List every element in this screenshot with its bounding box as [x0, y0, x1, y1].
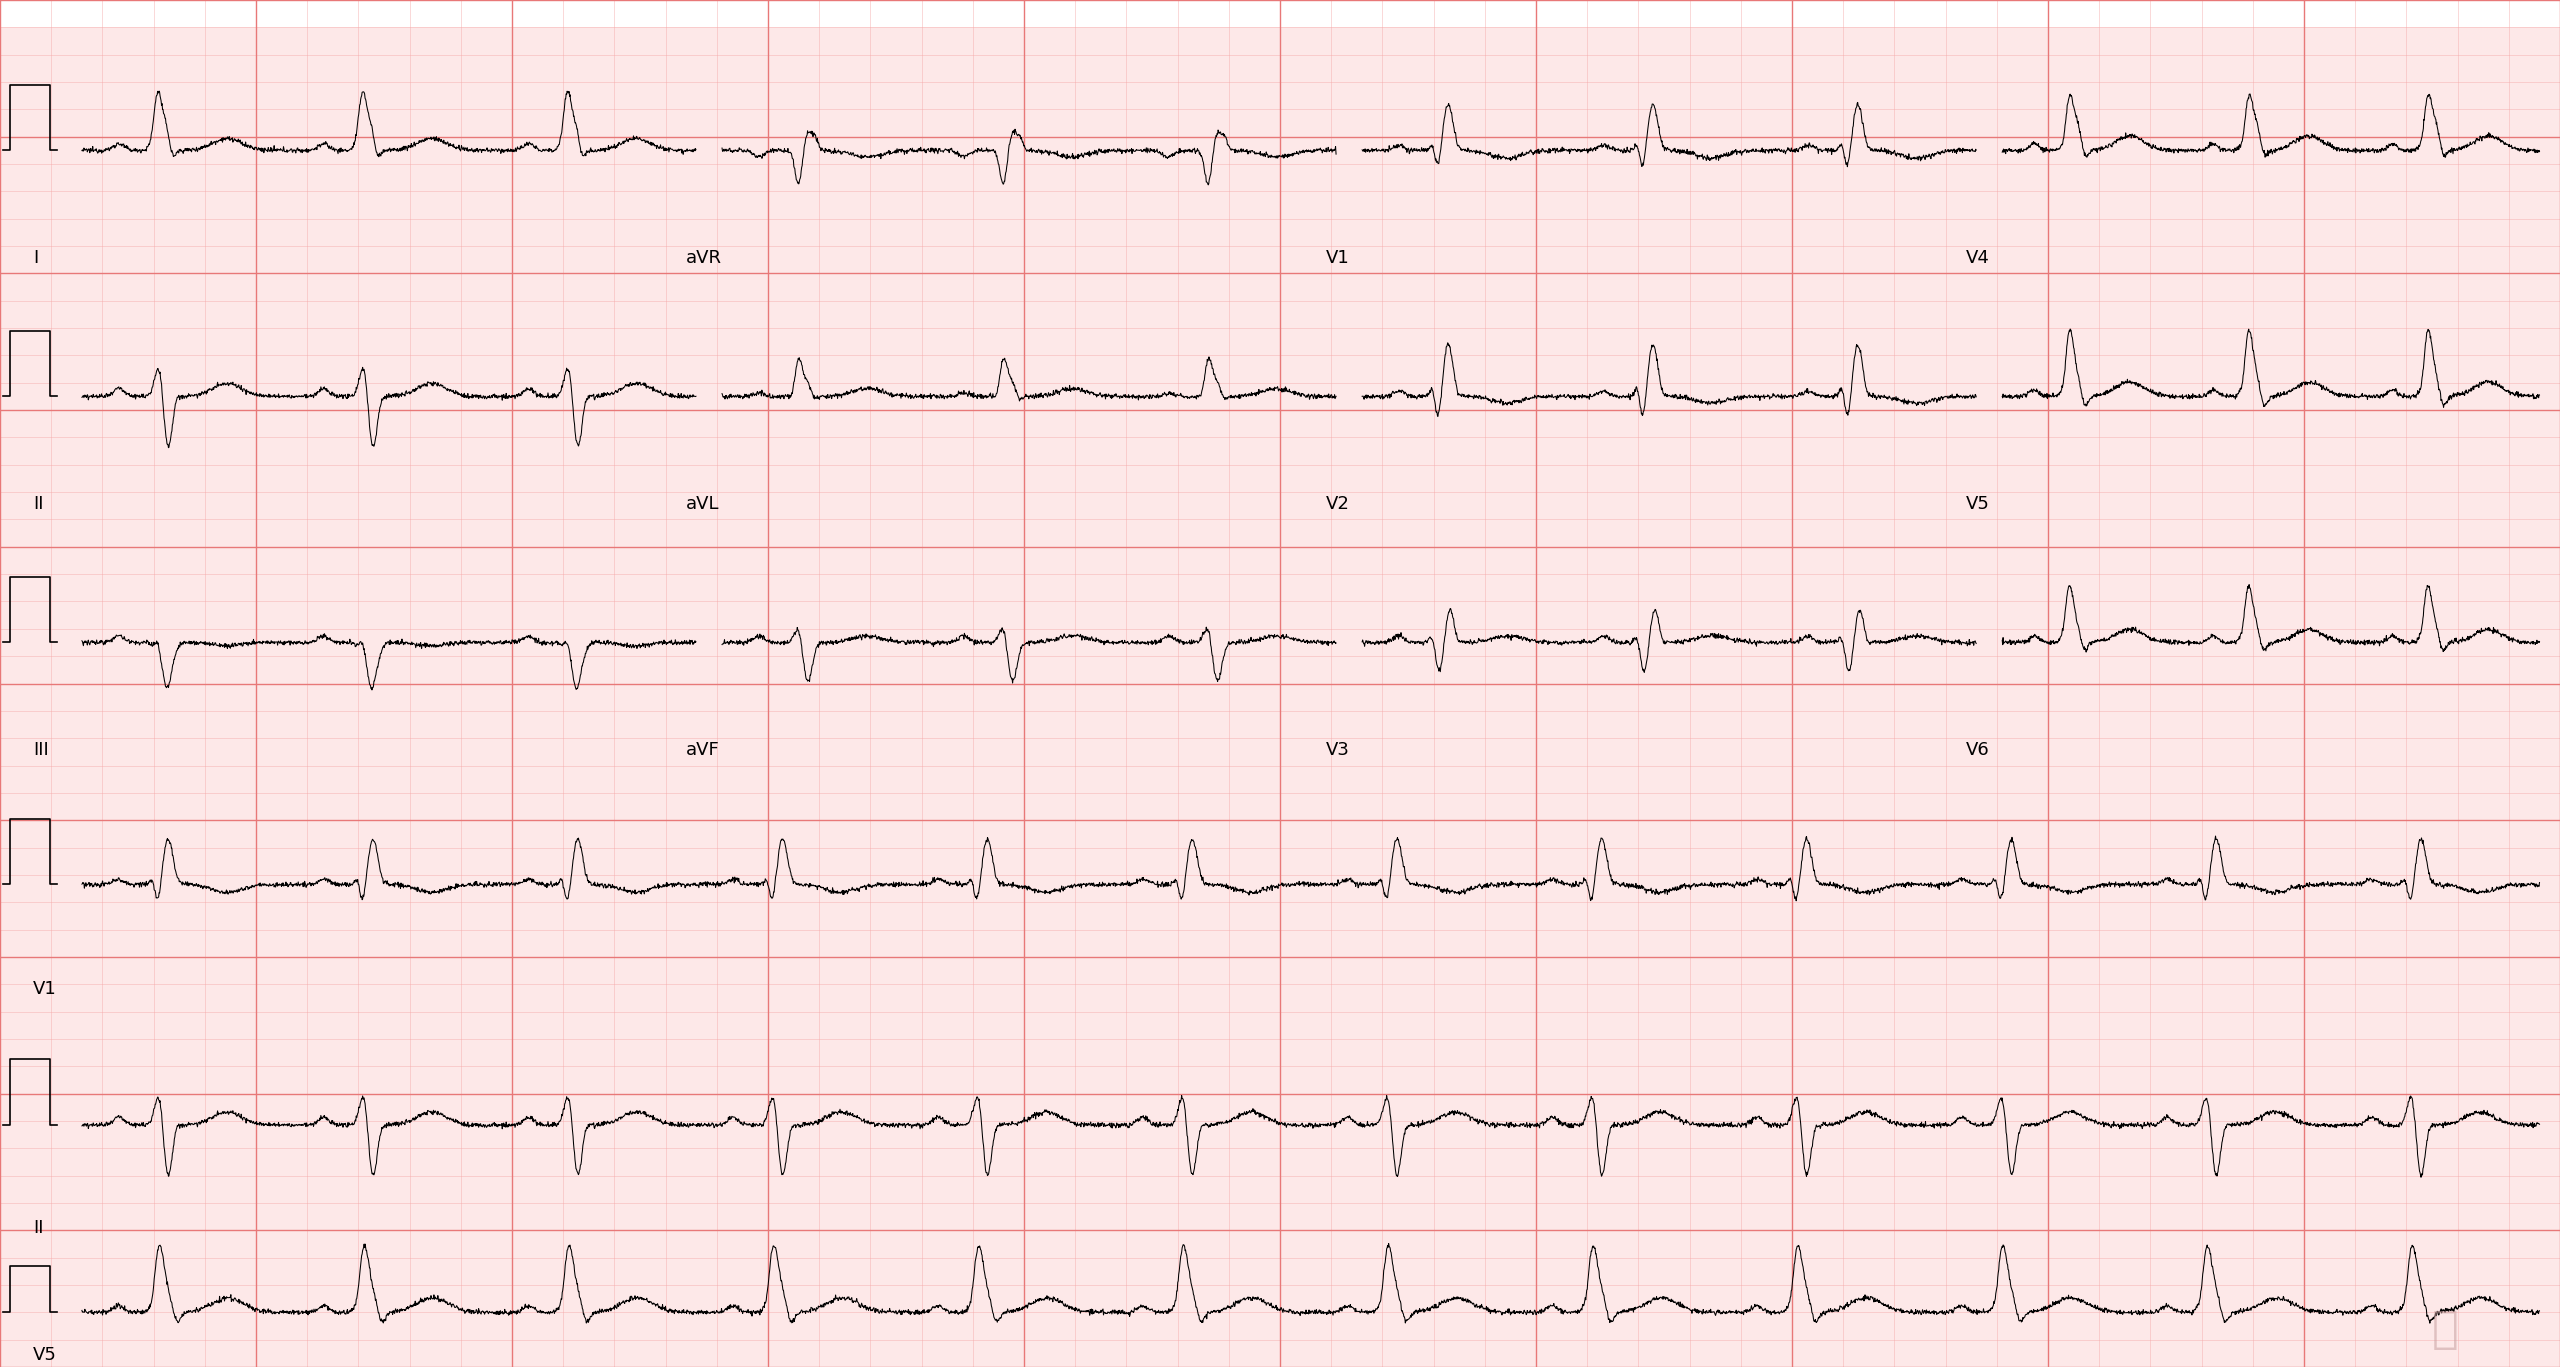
Text: V6: V6	[1966, 741, 1989, 759]
Bar	[0, 519, 2560, 766]
Bar	[0, 27, 2560, 273]
Text: V5: V5	[1966, 495, 1989, 513]
Text: aVL: aVL	[686, 495, 719, 513]
Text: V3: V3	[1326, 741, 1349, 759]
Bar	[0, 1005, 2560, 1244]
Text: 🐂: 🐂	[2432, 1308, 2458, 1351]
Bar	[0, 1244, 2560, 1367]
Text: V1: V1	[33, 980, 56, 998]
Text: V1: V1	[1326, 249, 1349, 267]
Text: V2: V2	[1326, 495, 1349, 513]
Bar	[0, 273, 2560, 519]
Text: I: I	[33, 249, 38, 267]
Text: V5: V5	[33, 1346, 56, 1364]
Text: aVF: aVF	[686, 741, 719, 759]
Bar	[0, 766, 2560, 1005]
Text: II: II	[33, 495, 44, 513]
Text: V4: V4	[1966, 249, 1989, 267]
Text: aVR: aVR	[686, 249, 722, 267]
Text: II: II	[33, 1219, 44, 1237]
Text: III: III	[33, 741, 49, 759]
